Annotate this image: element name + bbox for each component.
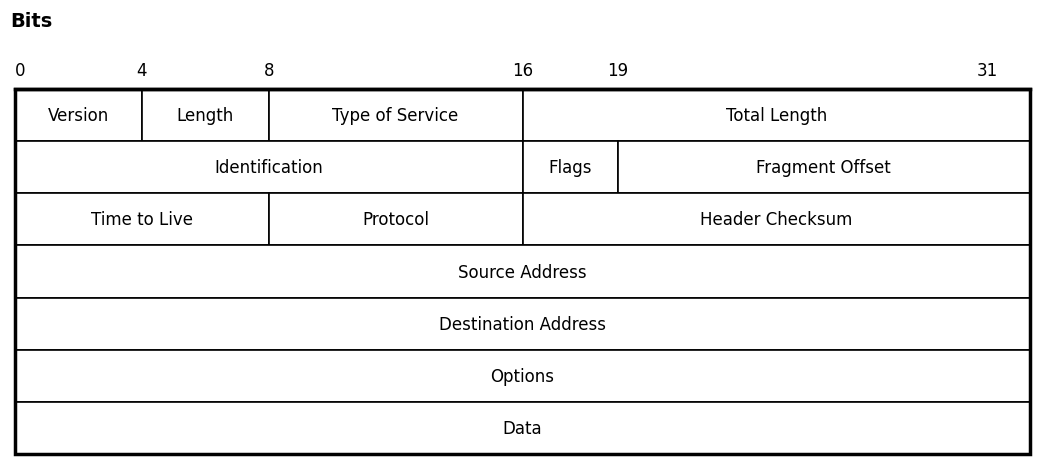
Text: Protocol: Protocol <box>362 211 429 229</box>
Bar <box>15 246 1030 298</box>
Bar <box>523 194 1030 246</box>
Text: 4: 4 <box>136 62 147 80</box>
Text: Flags: Flags <box>549 159 592 177</box>
Text: Length: Length <box>177 107 234 125</box>
Bar <box>269 194 523 246</box>
Text: Data: Data <box>503 419 542 437</box>
Text: Time to Live: Time to Live <box>91 211 193 229</box>
Bar <box>15 298 1030 350</box>
Text: Bits: Bits <box>10 12 52 31</box>
Bar <box>617 142 1030 194</box>
Text: 16: 16 <box>512 62 533 80</box>
Bar <box>15 90 142 142</box>
Text: 8: 8 <box>263 62 274 80</box>
Bar <box>15 194 269 246</box>
Text: Destination Address: Destination Address <box>439 315 606 333</box>
Bar <box>523 142 617 194</box>
Text: Version: Version <box>48 107 109 125</box>
Text: 31: 31 <box>977 62 998 80</box>
Text: Source Address: Source Address <box>458 263 587 281</box>
Text: Fragment Offset: Fragment Offset <box>757 159 891 177</box>
Bar <box>15 402 1030 454</box>
Bar <box>15 142 523 194</box>
Text: Options: Options <box>490 367 555 385</box>
Text: 0: 0 <box>15 62 25 80</box>
Text: Type of Service: Type of Service <box>332 107 459 125</box>
Text: Header Checksum: Header Checksum <box>700 211 853 229</box>
Bar <box>269 90 523 142</box>
Text: Total Length: Total Length <box>726 107 827 125</box>
Bar <box>15 90 1030 454</box>
Bar <box>523 90 1030 142</box>
Text: Identification: Identification <box>214 159 323 177</box>
Bar <box>142 90 269 142</box>
Text: 19: 19 <box>607 62 628 80</box>
Bar <box>15 350 1030 402</box>
